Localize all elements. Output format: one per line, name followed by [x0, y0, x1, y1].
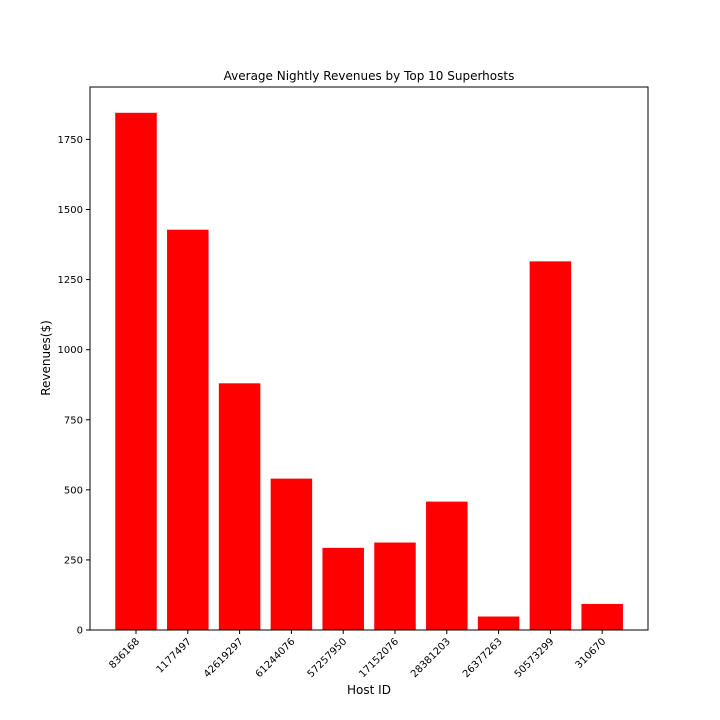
y-tick-label: 1750 — [58, 135, 83, 146]
x-axis-title: Host ID — [347, 683, 391, 697]
y-axis-title: Revenues($) — [39, 320, 53, 396]
chart-title: Average Nightly Revenues by Top 10 Super… — [224, 69, 515, 83]
x-tick-label: 836168 — [107, 636, 142, 671]
x-axis: 836168 1177497 42619297 61244076 57257950 171… — [107, 630, 608, 680]
y-tick-label: 500 — [64, 485, 83, 496]
x-tick-label: 17152076 — [357, 636, 401, 680]
bar-50573299 — [529, 261, 572, 630]
x-tick-label: 28381203 — [409, 636, 453, 680]
bar-836168 — [115, 112, 157, 631]
bar-17152076 — [374, 542, 416, 630]
x-tick-label: 61244076 — [254, 636, 298, 680]
y-tick-label: 250 — [64, 555, 83, 566]
y-tick-label: 0 — [77, 626, 83, 637]
bar-310670 — [581, 603, 623, 630]
bars-group — [115, 112, 623, 631]
y-tick-label: 1250 — [58, 275, 83, 286]
bar-28381203 — [426, 501, 468, 630]
bar-42619297 — [218, 383, 261, 630]
x-tick-label: 57257950 — [306, 636, 350, 680]
y-axis: 0 250 500 750 1000 1250 1500 1750 — [58, 135, 90, 637]
x-tick-label: 50573299 — [513, 636, 557, 680]
x-tick-label: 42619297 — [202, 636, 246, 680]
plot-frame — [89, 86, 649, 631]
x-tick-label: 310670 — [574, 636, 609, 671]
bar-61244076 — [270, 478, 313, 630]
y-tick-label: 750 — [64, 415, 83, 426]
bar-1177497 — [167, 229, 209, 630]
x-tick-label: 1177497 — [155, 636, 194, 675]
x-tick-label: 26377263 — [461, 636, 505, 680]
bar-26377263 — [477, 616, 520, 630]
y-tick-label: 1500 — [58, 205, 83, 216]
y-tick-label: 1000 — [58, 345, 83, 356]
bar-57257950 — [322, 547, 364, 630]
